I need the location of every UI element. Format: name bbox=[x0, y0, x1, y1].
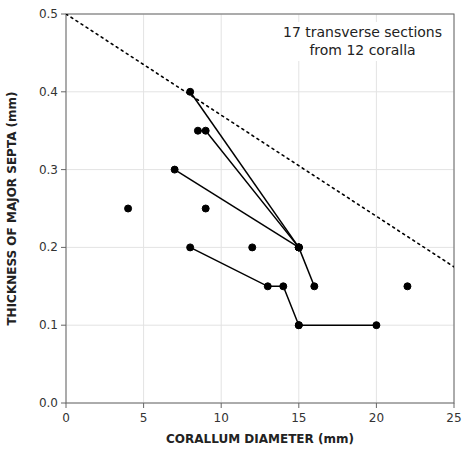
data-point bbox=[295, 244, 302, 251]
data-point bbox=[295, 244, 302, 251]
plot-area bbox=[66, 14, 454, 325]
tick-mark bbox=[298, 403, 299, 408]
data-point bbox=[171, 166, 178, 173]
plot-frame bbox=[66, 14, 454, 403]
tick-label: 25 bbox=[446, 411, 461, 425]
data-point bbox=[373, 322, 380, 329]
tick-label: 0.4 bbox=[39, 85, 58, 99]
tick-mark bbox=[143, 403, 144, 408]
grid-line bbox=[376, 14, 377, 403]
grid-line bbox=[298, 14, 299, 403]
tick-mark bbox=[221, 403, 222, 408]
grid-line bbox=[66, 325, 454, 326]
grid-line bbox=[221, 14, 222, 403]
tick-mark bbox=[61, 169, 66, 170]
y-axis-label: THICKNESS OF MAJOR SEPTA (mm) bbox=[5, 91, 19, 325]
grid-line bbox=[66, 247, 454, 248]
tick-mark bbox=[454, 403, 455, 408]
data-line bbox=[190, 247, 299, 325]
axes: 0 5 10 15 20 25 0.0 0.1 0.2 0.3 0.4 0.5 bbox=[39, 7, 462, 425]
data-point bbox=[125, 205, 132, 212]
grid bbox=[66, 14, 454, 403]
tick-mark bbox=[61, 247, 66, 248]
data-line bbox=[299, 324, 377, 326]
tick-mark bbox=[61, 91, 66, 92]
tick-label: 0.0 bbox=[39, 396, 58, 410]
grid-line bbox=[66, 169, 454, 170]
tick-label: 0.5 bbox=[39, 7, 58, 21]
data-point bbox=[202, 127, 209, 134]
data-line bbox=[190, 92, 299, 248]
tick-label: 20 bbox=[369, 411, 384, 425]
data-point bbox=[295, 244, 302, 251]
data-point bbox=[194, 127, 201, 134]
tick-mark bbox=[376, 403, 377, 408]
annotation: 17 transverse sections from 12 coralla bbox=[279, 22, 446, 61]
data-point bbox=[295, 244, 302, 251]
data-point bbox=[280, 283, 287, 290]
data-line bbox=[175, 170, 299, 248]
reference-line bbox=[66, 14, 454, 267]
tick-mark bbox=[61, 325, 66, 326]
data-point bbox=[187, 244, 194, 251]
data-point bbox=[311, 283, 318, 290]
markers bbox=[125, 88, 411, 328]
data-point bbox=[404, 283, 411, 290]
data-point bbox=[295, 322, 302, 329]
data-point bbox=[264, 283, 271, 290]
tick-label: 0.1 bbox=[39, 318, 58, 332]
tick-mark bbox=[66, 403, 67, 408]
data-point bbox=[202, 205, 209, 212]
tick-mark bbox=[61, 403, 66, 404]
tick-label: 5 bbox=[140, 411, 148, 425]
tick-mark bbox=[61, 14, 66, 15]
tick-label: 0.3 bbox=[39, 163, 58, 177]
tick-label: 0 bbox=[62, 411, 70, 425]
data-point bbox=[187, 88, 194, 95]
tick-label: 0.2 bbox=[39, 240, 58, 254]
data-line bbox=[299, 247, 315, 286]
data-point bbox=[295, 322, 302, 329]
chart: 0 5 10 15 20 25 0.0 0.1 0.2 0.3 0.4 0.5 CORALLUM DIA… bbox=[0, 0, 474, 455]
data-line bbox=[198, 131, 299, 248]
grid-line bbox=[66, 91, 454, 92]
chart-container: 0 5 10 15 20 25 0.0 0.1 0.2 0.3 0.4 0.5 CORALLUM DIA… bbox=[0, 0, 474, 455]
tick-label: 15 bbox=[291, 411, 306, 425]
data-point bbox=[249, 244, 256, 251]
tick-label: 10 bbox=[214, 411, 229, 425]
grid-line bbox=[143, 14, 144, 403]
x-axis-label: CORALLUM DIAMETER (mm) bbox=[166, 432, 354, 446]
